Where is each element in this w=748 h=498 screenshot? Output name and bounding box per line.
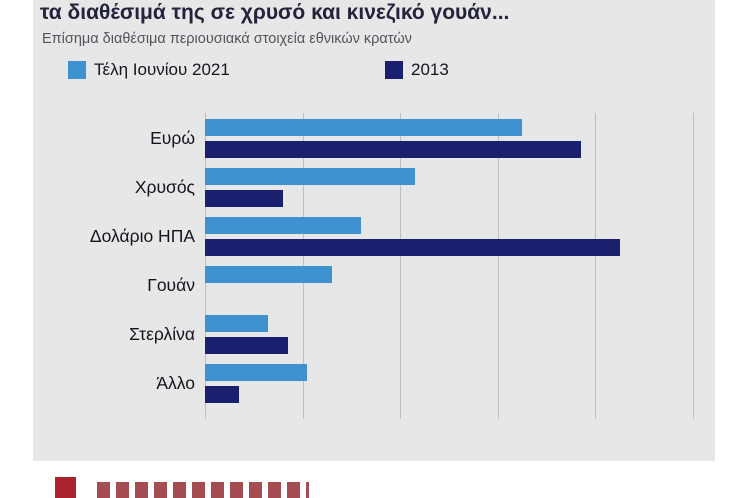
chart-panel: τα διαθέσιμά της σε χρυσό και κινεζικό γ… — [33, 0, 715, 461]
legend: Τέλη Ιουνίου 2021 2013 — [33, 58, 715, 84]
chart-subtitle: Επίσημα διαθέσιμα περιουσιακά στοιχεία ε… — [42, 31, 412, 47]
gridline-50 — [693, 113, 694, 419]
legend-label-2021: Τέλη Ιουνίου 2021 — [94, 60, 230, 79]
gridline-30 — [498, 113, 499, 419]
source-logo-icon — [55, 477, 76, 498]
legend-item-2013: 2013 — [385, 58, 505, 84]
bar-2013-Άλλο — [205, 386, 239, 403]
bar-Τέλη Ιουνίου 2021-Άλλο — [205, 364, 307, 381]
bar-Τέλη Ιουνίου 2021-Χρυσός — [205, 168, 415, 185]
bar-2013-Στερλίνα — [205, 337, 288, 354]
bar-2013-Δολάριο ΗΠΑ — [205, 239, 620, 256]
legend-swatch-2021 — [68, 61, 86, 79]
gridline-40 — [595, 113, 596, 419]
legend-swatch-2013 — [385, 61, 403, 79]
legend-item-2021: Τέλη Ιουνίου 2021 — [68, 58, 358, 84]
category-label: Ευρώ — [150, 128, 195, 148]
bar-Τέλη Ιουνίου 2021-Δολάριο ΗΠΑ — [205, 217, 361, 234]
attribution-text-cutoff — [97, 482, 309, 498]
category-label: Γουάν — [147, 275, 195, 295]
attribution-footer — [0, 461, 748, 498]
chart-title: τα διαθέσιμά της σε χρυσό και κινεζικό γ… — [40, 1, 510, 24]
legend-label-2013: 2013 — [411, 60, 449, 79]
bar-Τέλη Ιουνίου 2021-Στερλίνα — [205, 315, 268, 332]
bar-rows: Ευρώ Χρυσός Δολάριο ΗΠΑ Γουάν Στερλίνα Άλλο — [90, 119, 693, 419]
category-label: Χρυσός — [134, 177, 195, 197]
bar-2013-Χρυσός — [205, 190, 283, 207]
plot-area: Ευρώ Χρυσός Δολάριο ΗΠΑ Γουάν Στερλίνα Άλλο — [90, 113, 694, 419]
bar-Τέλη Ιουνίου 2021-Γουάν — [205, 266, 332, 283]
bar-2013-Ευρώ — [205, 141, 581, 158]
category-label: Άλλο — [156, 373, 195, 393]
bar-Τέλη Ιουνίου 2021-Ευρώ — [205, 119, 522, 136]
gridline-20 — [400, 113, 401, 419]
category-label: Δολάριο ΗΠΑ — [89, 226, 195, 246]
category-label: Στερλίνα — [129, 324, 195, 344]
